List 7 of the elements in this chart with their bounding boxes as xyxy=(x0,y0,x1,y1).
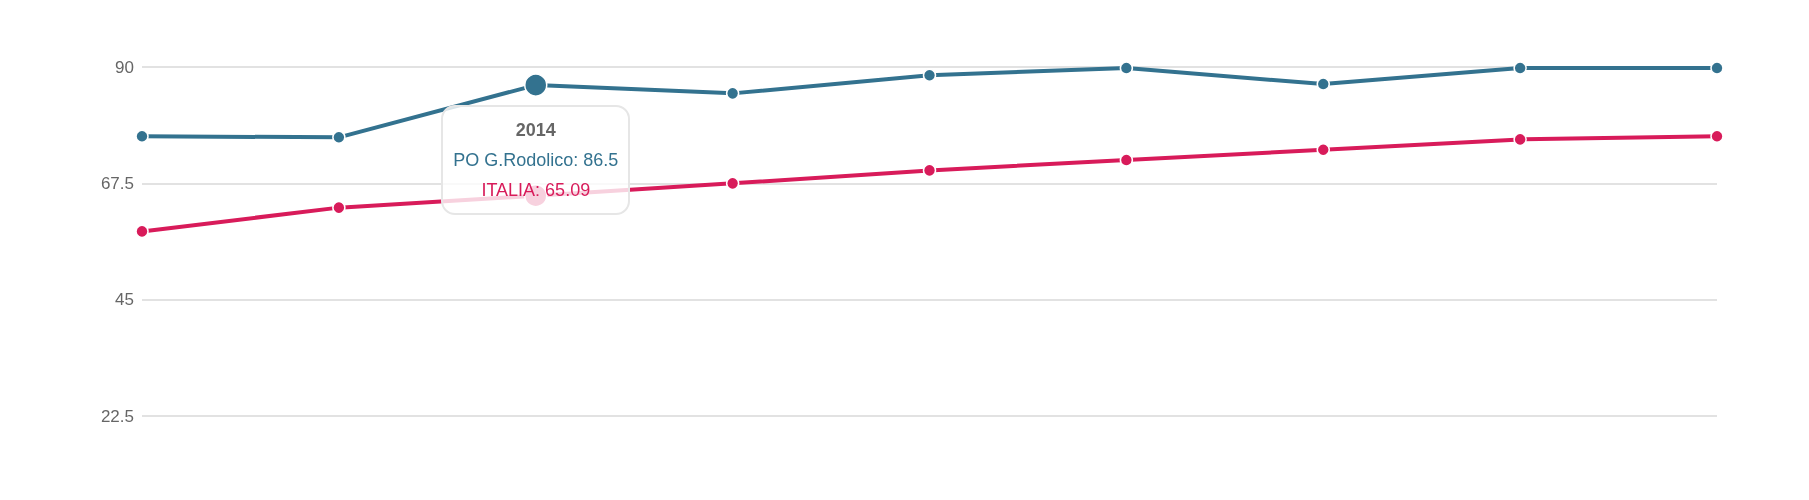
y-tick-label: 45 xyxy=(115,290,134,310)
y-tick-label: 67.5 xyxy=(100,173,134,193)
annotation: 2014 xyxy=(514,119,557,143)
y-tick-label: 90 xyxy=(115,57,134,77)
annotation: ITALIA: 65.09 xyxy=(480,179,592,203)
annotation: PO G.Rodolico: 86.5 xyxy=(453,149,619,173)
y-tick-label: 22.5 xyxy=(100,406,134,426)
